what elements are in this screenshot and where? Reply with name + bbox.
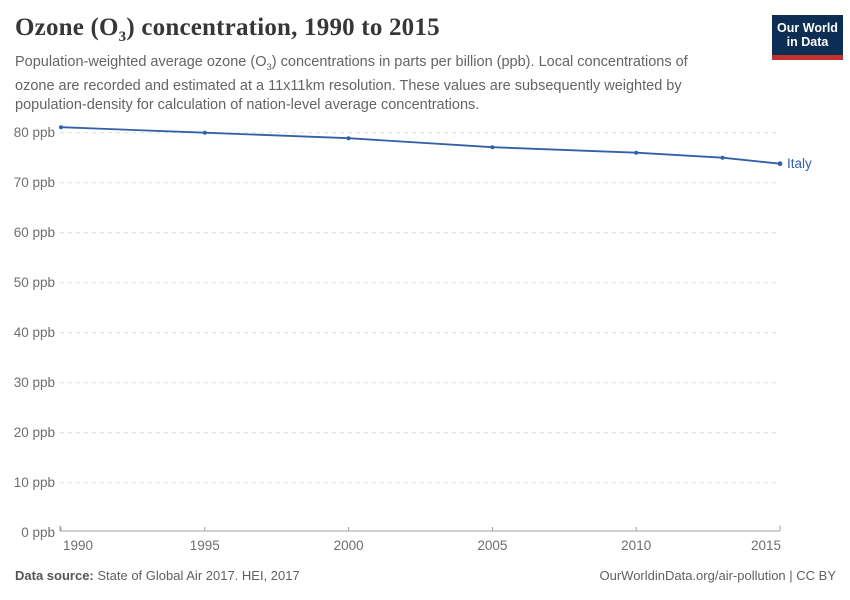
y-axis-tick-label: 10 ppb — [14, 475, 55, 490]
chart-subtitle-text: Population-weighted average ozone (O — [15, 54, 267, 70]
data-point-marker[interactable] — [346, 136, 351, 141]
y-axis-tick-label: 30 ppb — [14, 375, 55, 390]
x-axis-tick-label: 2010 — [621, 538, 651, 553]
chart-title: Ozone (O3) concentration, 1990 to 2015 — [15, 14, 735, 46]
x-axis-tick-label: 2000 — [334, 538, 364, 553]
data-point-marker[interactable] — [202, 130, 207, 135]
data-point-marker[interactable] — [777, 161, 783, 167]
chart-subtitle-text-2: ) concentrations in parts per billion (p… — [15, 54, 688, 113]
chart-title-text-2: ) concentration, 1990 to 2015 — [126, 14, 440, 41]
chart-subtitle: Population-weighted average ozone (O3) c… — [15, 53, 717, 115]
x-axis-tick-label: 2005 — [477, 538, 507, 553]
y-axis-tick-label: 50 ppb — [14, 275, 55, 290]
owid-url-license-link[interactable]: OurWorldinData.org/air-pollution | CC BY — [599, 568, 836, 583]
x-axis-tick-label: 1995 — [190, 538, 220, 553]
owid-logo[interactable]: Our World in Data — [772, 15, 843, 60]
x-axis-tick-label: 2015 — [751, 538, 781, 553]
chart-title-subscript: 3 — [118, 29, 127, 45]
data-source-text: State of Global Air 2017. HEI, 2017 — [93, 568, 300, 583]
owid-logo-line1: Our World — [777, 21, 838, 35]
chart-title-text: Ozone (O — [15, 14, 119, 41]
owid-logo-line2: in Data — [786, 35, 829, 49]
data-point-marker[interactable] — [720, 155, 725, 160]
y-axis-tick-label: 60 ppb — [14, 225, 55, 240]
data-point-marker[interactable] — [634, 150, 639, 155]
data-source-note: Data source: State of Global Air 2017. H… — [15, 568, 300, 583]
y-axis-tick-label: 0 ppb — [21, 525, 55, 540]
data-source-label: Data source: — [15, 568, 94, 583]
y-axis-tick-label: 80 ppb — [14, 125, 55, 140]
data-point-marker[interactable] — [490, 145, 495, 150]
y-axis-tick-label: 70 ppb — [14, 175, 55, 190]
data-point-marker[interactable] — [59, 125, 63, 130]
y-axis-tick-label: 40 ppb — [14, 325, 55, 340]
series-label-italy[interactable]: Italy — [787, 156, 812, 171]
y-axis-tick-label: 20 ppb — [14, 425, 55, 440]
x-axis-tick-label: 1990 — [63, 538, 93, 553]
chart-subtitle-subscript: 3 — [266, 61, 272, 73]
